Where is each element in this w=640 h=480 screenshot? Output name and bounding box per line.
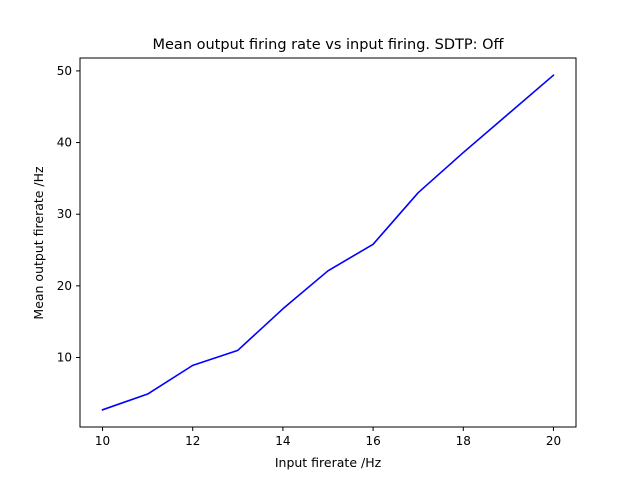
y-tick-label: 20 [57, 279, 72, 293]
x-tick-label: 14 [275, 434, 290, 448]
plot-area: 10 12 14 16 18 20 10 20 30 40 50 [57, 57, 577, 448]
chart-title: Mean output firing rate vs input firing.… [153, 37, 505, 53]
x-tick-label: 16 [365, 434, 380, 448]
plot-frame [79, 57, 577, 428]
y-tick-label: 10 [57, 350, 72, 364]
y-tick-label: 50 [57, 64, 72, 78]
x-axis-label: Input firerate /Hz [275, 455, 382, 470]
x-tick-label: 10 [95, 434, 110, 448]
x-tick-label: 20 [546, 434, 561, 448]
series-line-0 [101, 74, 555, 411]
x-tick-label: 12 [185, 434, 200, 448]
y-tick-label: 40 [57, 136, 72, 150]
y-axis-label: Mean output firerate /Hz [31, 166, 46, 320]
x-tick-label: 18 [456, 434, 471, 448]
y-tick-label: 30 [57, 207, 72, 221]
